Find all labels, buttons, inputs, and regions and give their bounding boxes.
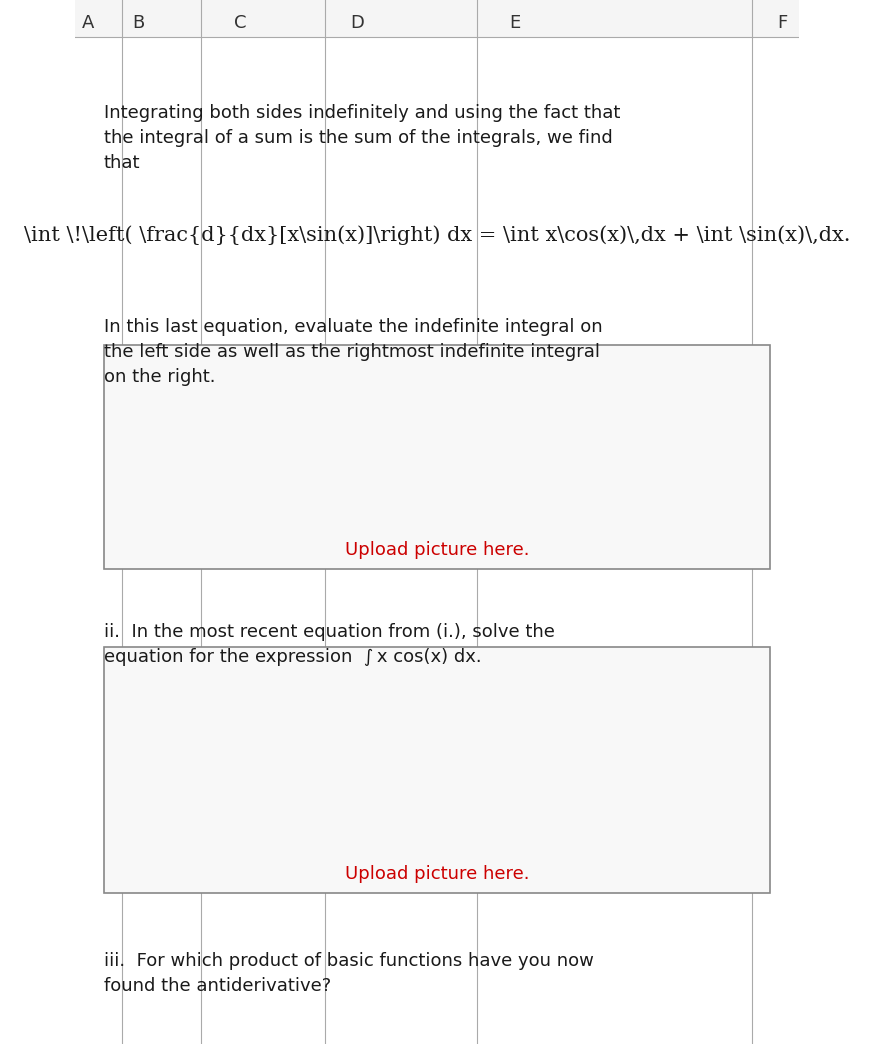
Text: D: D: [350, 14, 364, 32]
Text: iii.  For which product of basic functions have you now
found the antiderivative: iii. For which product of basic function…: [103, 952, 593, 995]
Text: \int \!\left( \frac{d}{dx}[x\sin(x)]\right) dx = \int x\cos(x)\,dx + \int \sin(x: \int \!\left( \frac{d}{dx}[x\sin(x)]\rig…: [24, 226, 850, 244]
Text: Upload picture here.: Upload picture here.: [344, 541, 530, 560]
Text: Integrating both sides indefinitely and using the fact that
the integral of a su: Integrating both sides indefinitely and …: [103, 104, 620, 172]
FancyBboxPatch shape: [74, 0, 800, 37]
FancyBboxPatch shape: [103, 647, 771, 893]
Text: A: A: [82, 14, 94, 32]
Text: E: E: [510, 14, 521, 32]
Text: C: C: [234, 14, 246, 32]
Text: F: F: [778, 14, 788, 32]
FancyBboxPatch shape: [103, 345, 771, 569]
Text: Upload picture here.: Upload picture here.: [344, 864, 530, 883]
Text: B: B: [133, 14, 145, 32]
Text: ii.  In the most recent equation from (i.), solve the
equation for the expressio: ii. In the most recent equation from (i.…: [103, 623, 554, 666]
Text: In this last equation, evaluate the indefinite integral on
the left side as well: In this last equation, evaluate the inde…: [103, 318, 602, 386]
